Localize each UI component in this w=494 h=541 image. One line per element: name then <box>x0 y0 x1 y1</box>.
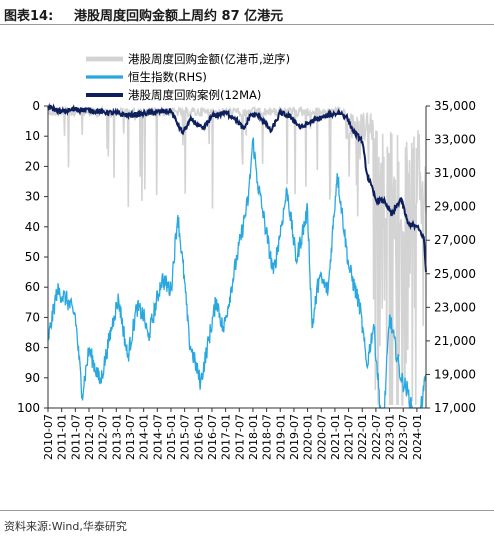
x-tick-label: 2020-01 <box>302 414 315 460</box>
right-tick-label: 21,000 <box>434 334 476 348</box>
x-tick-label: 2011-07 <box>69 414 82 460</box>
right-tick-label: 27,000 <box>434 233 476 247</box>
legend-label: 恒生指数(RHS) <box>128 70 207 84</box>
ma-series-line <box>47 102 427 273</box>
chart: 0 10 20 30 40 50 60 70 80 90 100 35,000 33,000 31,000… <box>17 52 476 460</box>
x-tick-label: 2015-07 <box>179 414 192 460</box>
x-tick-label: 2024-01 <box>411 414 424 460</box>
x-tick-label: 2013-01 <box>110 414 123 460</box>
figure-title: 港股周度回购金额上周约 87 亿港元 <box>74 9 284 24</box>
right-tick-label: 23,000 <box>434 300 476 314</box>
figure-label: 图表14: <box>4 9 54 24</box>
left-tick-label: 80 <box>25 341 40 355</box>
x-tick-label: 2011-01 <box>56 414 69 460</box>
left-tick-label: 40 <box>25 220 40 234</box>
bottom-rule <box>0 510 494 511</box>
legend-label: 港股周度回购金额(亿港币,逆序) <box>128 52 290 66</box>
left-tick-label: 60 <box>25 280 40 294</box>
left-tick-label: 0 <box>32 99 40 113</box>
title-rule <box>0 24 494 25</box>
x-tick-label: 2017-01 <box>220 414 233 460</box>
x-tick-label: 2012-07 <box>97 414 110 460</box>
left-tick-label: 50 <box>25 250 40 264</box>
title-bar: 图表14: 港股周度回购金额上周约 87 亿港元 <box>0 0 494 26</box>
x-tick-label: 2016-01 <box>192 414 205 460</box>
x-tick-label: 2019-01 <box>274 414 287 460</box>
right-tick-label: 29,000 <box>434 200 476 214</box>
left-tick-label: 70 <box>25 310 40 324</box>
right-tick-label: 17,000 <box>434 401 476 415</box>
right-tick-label: 31,000 <box>434 166 476 180</box>
right-tick-label: 35,000 <box>434 99 476 113</box>
x-tick-label: 2010-07 <box>42 414 55 460</box>
source-note: 资料来源:Wind,华泰研究 <box>4 520 127 533</box>
left-tick-label: 10 <box>25 129 40 143</box>
right-tick-label: 19,000 <box>434 367 476 381</box>
right-tick-label: 33,000 <box>434 133 476 147</box>
x-tick-label: 2023-01 <box>384 414 397 460</box>
x-tick-label: 2020-07 <box>315 414 328 460</box>
x-tick-label: 2019-07 <box>288 414 301 460</box>
left-tick-label: 30 <box>25 190 40 204</box>
x-tick-label: 2016-07 <box>206 414 219 460</box>
x-tick-label: 2022-07 <box>370 414 383 460</box>
x-tick-label: 2023-07 <box>397 414 410 460</box>
left-tick-label: 20 <box>25 159 40 173</box>
x-tick-label: 2017-07 <box>233 414 246 460</box>
x-tick-label: 2022-01 <box>356 414 369 460</box>
x-tick-label: 2021-01 <box>329 414 342 460</box>
x-tick-label: 2021-07 <box>343 414 356 460</box>
x-tick-label: 2013-07 <box>124 414 137 460</box>
x-tick-label: 2014-07 <box>151 414 164 460</box>
x-tick-label: 2014-01 <box>138 414 151 460</box>
left-tick-label: 90 <box>25 371 40 385</box>
left-tick-label: 100 <box>17 401 40 415</box>
x-tick-label: 2012-01 <box>83 414 96 460</box>
right-tick-label: 25,000 <box>434 267 476 281</box>
x-tick-label: 2018-01 <box>247 414 260 460</box>
hsi-series-line <box>47 137 427 409</box>
x-tick-label: 2015-01 <box>165 414 178 460</box>
legend-label: 港股周度回购案例(12MA) <box>128 88 261 102</box>
x-tick-label: 2018-07 <box>261 414 274 460</box>
